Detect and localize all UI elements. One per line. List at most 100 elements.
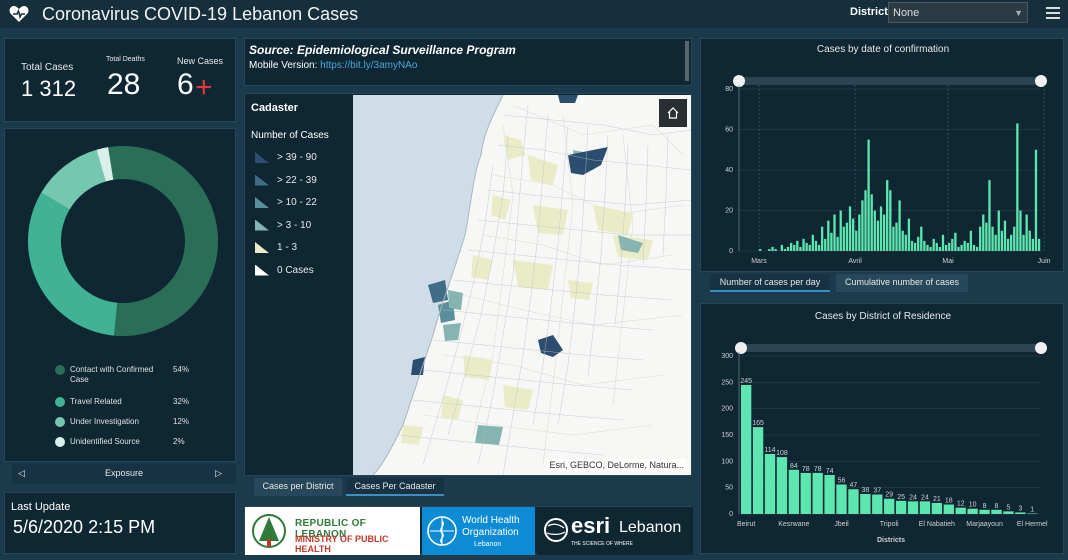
chevron-right-icon[interactable]: ▷ — [215, 467, 222, 478]
donut-slice[interactable] — [108, 146, 219, 336]
daily-bar[interactable] — [842, 226, 845, 251]
daily-bar[interactable] — [979, 226, 982, 251]
daily-bar[interactable] — [851, 218, 855, 251]
daily-bar[interactable] — [824, 238, 827, 251]
daily-bar[interactable] — [948, 242, 951, 251]
daily-bar[interactable] — [969, 230, 973, 251]
daily-bar[interactable] — [768, 248, 771, 251]
district-bar[interactable] — [824, 475, 835, 514]
daily-bar[interactable] — [901, 230, 904, 251]
daily-bar[interactable] — [988, 180, 991, 251]
daily-bar[interactable] — [805, 242, 808, 251]
daily-bar[interactable] — [1028, 230, 1031, 251]
daily-bar[interactable] — [870, 194, 873, 251]
daily-bar[interactable] — [895, 222, 898, 251]
daily-bar[interactable] — [1037, 238, 1041, 251]
district-bar[interactable] — [872, 494, 883, 514]
daily-bar[interactable] — [1000, 230, 1004, 251]
daily-bar[interactable] — [1031, 238, 1035, 251]
district-bar[interactable] — [919, 501, 931, 514]
tab-cases-per-district[interactable]: Cases per District — [254, 478, 342, 496]
daily-bar[interactable] — [811, 234, 814, 251]
daily-bar[interactable] — [923, 240, 926, 251]
menu-icon[interactable] — [1046, 4, 1060, 20]
daily-bar[interactable] — [1022, 234, 1025, 251]
daily-bar[interactable] — [1034, 149, 1038, 251]
daily-bar[interactable] — [907, 218, 911, 251]
daily-bar[interactable] — [830, 232, 833, 251]
district-bar[interactable] — [895, 500, 907, 514]
daily-bar[interactable] — [997, 210, 1000, 252]
daily-bar[interactable] — [799, 246, 802, 251]
daily-bar[interactable] — [963, 240, 966, 251]
mobile-version-link[interactable]: https://bit.ly/3amyNAo — [320, 60, 418, 71]
donut-slice[interactable] — [41, 149, 106, 210]
daily-bar[interactable] — [848, 206, 852, 251]
tab-cases-per-cadaster[interactable]: Cases Per Cadaster — [346, 478, 444, 496]
daily-bar[interactable] — [855, 230, 858, 251]
district-bar[interactable] — [836, 484, 847, 514]
daily-bar[interactable] — [1016, 123, 1019, 251]
district-bar[interactable] — [800, 472, 811, 514]
district-bar[interactable] — [812, 472, 823, 514]
daily-bar[interactable] — [793, 244, 796, 251]
district-bar[interactable] — [788, 469, 799, 514]
slider-handle-left[interactable] — [735, 342, 747, 354]
daily-bar[interactable] — [1010, 234, 1013, 251]
daily-bar[interactable] — [966, 242, 969, 251]
daily-bar[interactable] — [1003, 220, 1007, 251]
daily-bar[interactable] — [951, 238, 954, 251]
daily-bar[interactable] — [820, 226, 824, 251]
district-bar[interactable] — [979, 509, 990, 514]
daily-bar[interactable] — [836, 236, 839, 251]
slider-handle-right[interactable] — [1035, 75, 1047, 87]
daily-bar[interactable] — [991, 226, 994, 251]
scrollbar[interactable] — [685, 41, 689, 81]
daily-bar[interactable] — [1006, 238, 1010, 251]
daily-bar[interactable] — [932, 238, 935, 251]
daily-bar[interactable] — [771, 246, 774, 251]
daily-bar[interactable] — [814, 240, 818, 251]
daily-bar[interactable] — [833, 214, 836, 251]
daily-bar[interactable] — [882, 214, 886, 251]
daily-bar[interactable] — [957, 246, 960, 251]
district-bar[interactable] — [931, 502, 943, 514]
daily-bar[interactable] — [886, 180, 889, 251]
daily-bar[interactable] — [917, 236, 920, 251]
daily-bar[interactable] — [786, 246, 790, 251]
district-bar[interactable] — [943, 504, 954, 514]
date-range-slider[interactable] — [739, 77, 1041, 85]
daily-bar[interactable] — [929, 246, 932, 251]
daily-bar[interactable] — [938, 246, 942, 251]
district-bar[interactable] — [741, 384, 752, 514]
daily-bar[interactable] — [926, 244, 929, 251]
district-bar[interactable] — [1027, 513, 1038, 514]
daily-bar[interactable] — [889, 190, 892, 251]
slider-handle-right[interactable] — [1035, 342, 1047, 354]
daily-bar[interactable] — [879, 206, 883, 251]
district-bar[interactable] — [752, 427, 764, 514]
daily-bar[interactable] — [867, 139, 870, 251]
district-select[interactable]: None ▼ — [888, 2, 1028, 23]
range-slider[interactable] — [739, 344, 1041, 352]
district-bar[interactable] — [907, 501, 919, 514]
district-bar[interactable] — [1003, 511, 1014, 514]
daily-bar[interactable] — [789, 242, 793, 251]
daily-bar[interactable] — [944, 244, 948, 251]
daily-bar[interactable] — [1025, 214, 1028, 251]
daily-bar[interactable] — [994, 234, 997, 251]
daily-bar[interactable] — [783, 248, 787, 251]
daily-bar[interactable] — [817, 244, 821, 251]
daily-bar[interactable] — [873, 210, 876, 252]
daily-bar[interactable] — [759, 248, 762, 251]
home-button[interactable] — [659, 99, 687, 127]
daily-bar[interactable] — [975, 246, 979, 251]
daily-bar[interactable] — [802, 238, 805, 251]
district-bar[interactable] — [955, 507, 966, 514]
district-bar[interactable] — [884, 498, 895, 514]
donut-slice[interactable] — [27, 192, 118, 336]
daily-bar[interactable] — [910, 240, 914, 251]
district-bar[interactable] — [967, 508, 978, 514]
daily-bar[interactable] — [920, 226, 923, 251]
daily-bar[interactable] — [861, 200, 864, 251]
